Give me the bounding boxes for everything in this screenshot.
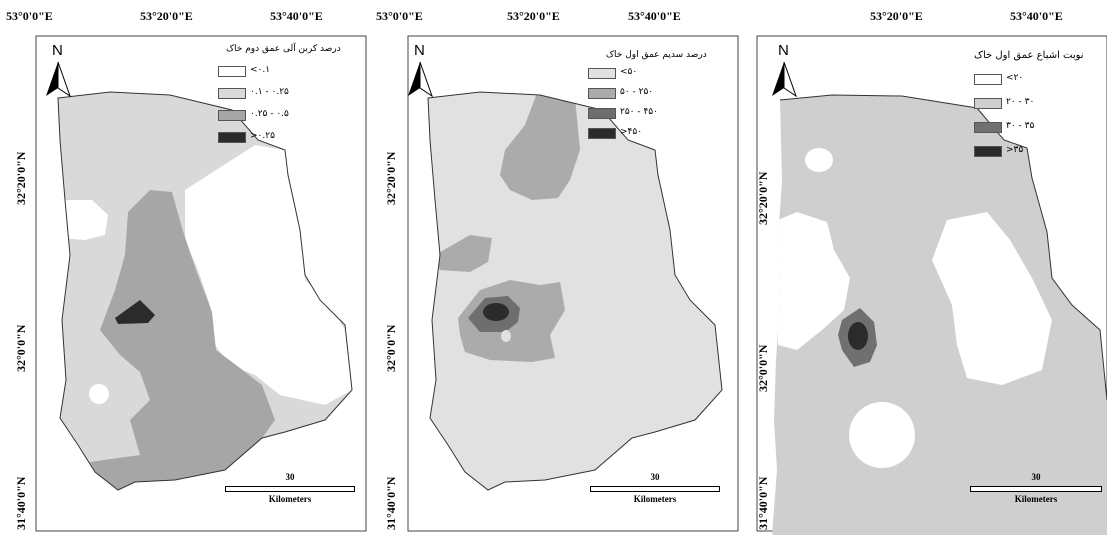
legend-title: نوبت اشباع عمق اول خاک bbox=[974, 50, 1084, 61]
class-low-zone bbox=[849, 402, 915, 468]
legend: درصد کربن آلی عمق دوم خاک <۰.۱ ۰.۱ - ۰.۲… bbox=[218, 44, 358, 144]
legend-title: درصد کربن آلی عمق دوم خاک bbox=[226, 44, 341, 54]
north-label: N bbox=[414, 42, 425, 59]
scale-distance: 30 bbox=[650, 472, 660, 482]
longitude-label: 53°20'0"E bbox=[870, 9, 923, 23]
map-panel-saturation: 53°20'0"E 53°40'0"E 32°20'0"N 32°0'0"N 3… bbox=[742, 0, 1107, 535]
longitude-label: 53°20'0"E bbox=[507, 9, 560, 23]
longitude-label: 53°40'0"E bbox=[628, 9, 681, 23]
legend-label: <۵۰ bbox=[620, 67, 638, 77]
legend-label: ۲۵۰ - ۴۵۰ bbox=[620, 107, 658, 117]
legend-label: ۰.۲۵ - ۰.۵ bbox=[250, 109, 289, 119]
legend-swatch bbox=[218, 110, 246, 121]
class-low-zone bbox=[89, 384, 109, 404]
longitude-label: 53°0'0"E bbox=[376, 9, 423, 23]
scale-unit: Kilometers bbox=[268, 494, 312, 504]
legend-swatch bbox=[588, 128, 616, 139]
scale-bar: 30 Kilometers bbox=[225, 472, 355, 512]
legend-swatch bbox=[218, 88, 246, 99]
legend-label: ۲۰ - ۳۰ bbox=[1006, 97, 1035, 107]
class-medium-zone bbox=[500, 92, 580, 200]
class-low-zone bbox=[805, 148, 833, 172]
study-area-boundary bbox=[779, 94, 1107, 401]
class-low-zone bbox=[60, 200, 108, 240]
legend-title: درصد سدیم عمق اول خاک bbox=[606, 50, 707, 60]
legend-swatch bbox=[974, 122, 1002, 133]
legend-swatch bbox=[974, 146, 1002, 157]
legend-label: >۳۵ bbox=[1006, 145, 1024, 155]
legend-label: <۰.۱ bbox=[250, 65, 271, 75]
scale-bar-graphic bbox=[225, 486, 355, 492]
class-low-zone bbox=[932, 212, 1052, 385]
map-frame bbox=[407, 35, 739, 532]
legend-label: >۴۵۰ bbox=[620, 127, 643, 137]
class-low-zone bbox=[185, 145, 352, 405]
legend-label: ۳۰ - ۳۵ bbox=[1006, 121, 1035, 131]
longitude-label: 53°0'0"E bbox=[6, 9, 53, 23]
scale-distance: 30 bbox=[285, 472, 295, 482]
legend-swatch bbox=[974, 98, 1002, 109]
north-arrow-icon bbox=[408, 61, 433, 98]
legend-swatch bbox=[588, 88, 616, 99]
scale-unit: Kilometers bbox=[633, 494, 677, 504]
class-high-zone bbox=[115, 300, 155, 324]
legend-swatch bbox=[588, 108, 616, 119]
class-high-zone bbox=[483, 303, 509, 321]
longitude-label: 53°40'0"E bbox=[1010, 9, 1063, 23]
north-arrow-icon bbox=[46, 61, 71, 98]
map-panel-organic-carbon: 53°0'0"E 53°20'0"E 53°40'0"E 32°20'0"N 3… bbox=[0, 0, 370, 535]
class-medium-zone bbox=[90, 190, 275, 490]
study-area-boundary bbox=[427, 91, 723, 491]
map-panel-sodium: 53°0'0"E 53°20'0"E 53°40'0"E 32°20'0"N 3… bbox=[370, 0, 742, 535]
class-medium-zone bbox=[435, 235, 492, 272]
map-border bbox=[407, 35, 739, 532]
legend-swatch bbox=[218, 132, 246, 143]
legend-label: ۵۰ - ۲۵۰ bbox=[620, 87, 654, 97]
longitude-label: 53°40'0"E bbox=[270, 9, 323, 23]
legend: درصد سدیم عمق اول خاک <۵۰ ۵۰ - ۲۵۰ ۲۵۰ -… bbox=[588, 50, 728, 140]
longitude-label: 53°20'0"E bbox=[140, 9, 193, 23]
scale-unit: Kilometers bbox=[1014, 494, 1058, 504]
scale-distance: 30 bbox=[1031, 472, 1041, 482]
legend-swatch bbox=[218, 66, 246, 77]
legend: نوبت اشباع عمق اول خاک <۲۰ ۲۰ - ۳۰ ۳۰ - … bbox=[974, 50, 1102, 160]
scale-bar-graphic bbox=[970, 486, 1102, 492]
north-arrow-icon bbox=[772, 61, 797, 98]
class-low-zone bbox=[778, 212, 850, 350]
north-label: N bbox=[52, 42, 63, 59]
scale-bar-graphic bbox=[590, 486, 720, 492]
legend-swatch bbox=[588, 68, 616, 79]
study-area-boundary bbox=[57, 91, 353, 491]
class-high-zone bbox=[848, 322, 868, 350]
map-frame bbox=[756, 35, 1107, 535]
north-label: N bbox=[778, 42, 789, 59]
legend-label: >۰.۲۵ bbox=[250, 131, 275, 141]
scale-bar: 30 Kilometers bbox=[970, 472, 1102, 512]
scale-bar: 30 Kilometers bbox=[590, 472, 720, 512]
map-frame bbox=[35, 35, 367, 532]
legend-label: <۲۰ bbox=[1006, 73, 1024, 83]
class-low-zone bbox=[501, 330, 511, 342]
legend-label: ۰.۱ - ۰.۲۵ bbox=[250, 87, 289, 97]
map-border bbox=[35, 35, 367, 532]
legend-swatch bbox=[974, 74, 1002, 85]
